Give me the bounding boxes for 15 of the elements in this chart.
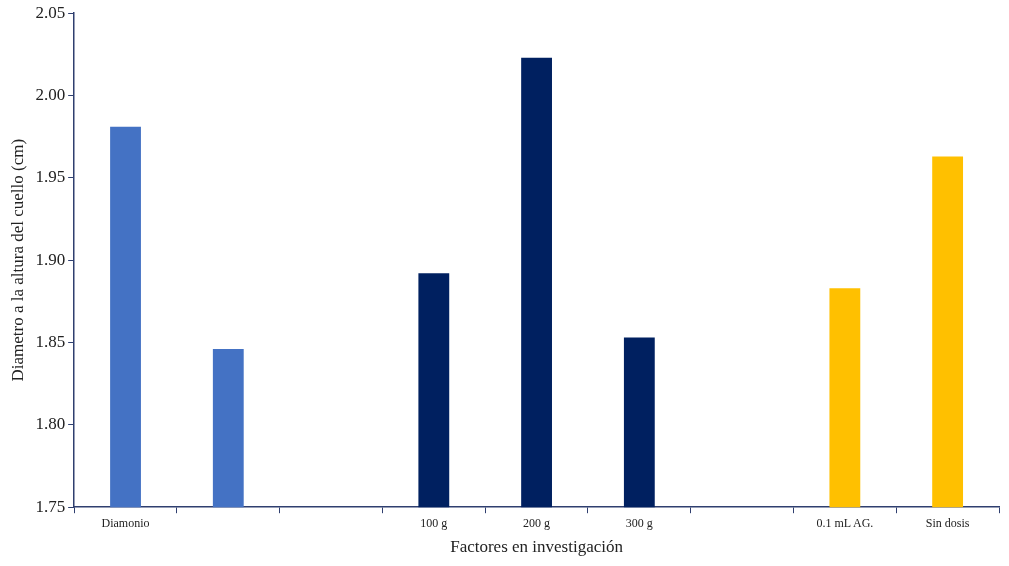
x-tick-label: 200 g xyxy=(523,515,551,530)
y-tick-label: 1.75 xyxy=(35,496,66,516)
x-axis-title: Factores en investigación xyxy=(450,537,624,557)
y-tick-label: 1.80 xyxy=(35,414,66,434)
x-tick-label: Diamonio xyxy=(101,515,150,530)
y-tick-label: 1.85 xyxy=(35,332,66,351)
y-tick-label: 1.90 xyxy=(35,249,66,269)
y-tick-label: 1.95 xyxy=(35,167,66,187)
y-axis-title: Diametro a la altura del cuello (cm) xyxy=(7,138,27,382)
x-tick-label: 100 g xyxy=(420,515,448,530)
y-tick-label: 2.05 xyxy=(35,2,66,22)
x-tick-label: Sin dosis xyxy=(925,515,970,530)
x-tick-label: 300 g xyxy=(625,515,653,530)
x-tick-label: 0.1 mL AG. xyxy=(816,515,874,530)
y-tick-label: 2.00 xyxy=(35,85,66,104)
